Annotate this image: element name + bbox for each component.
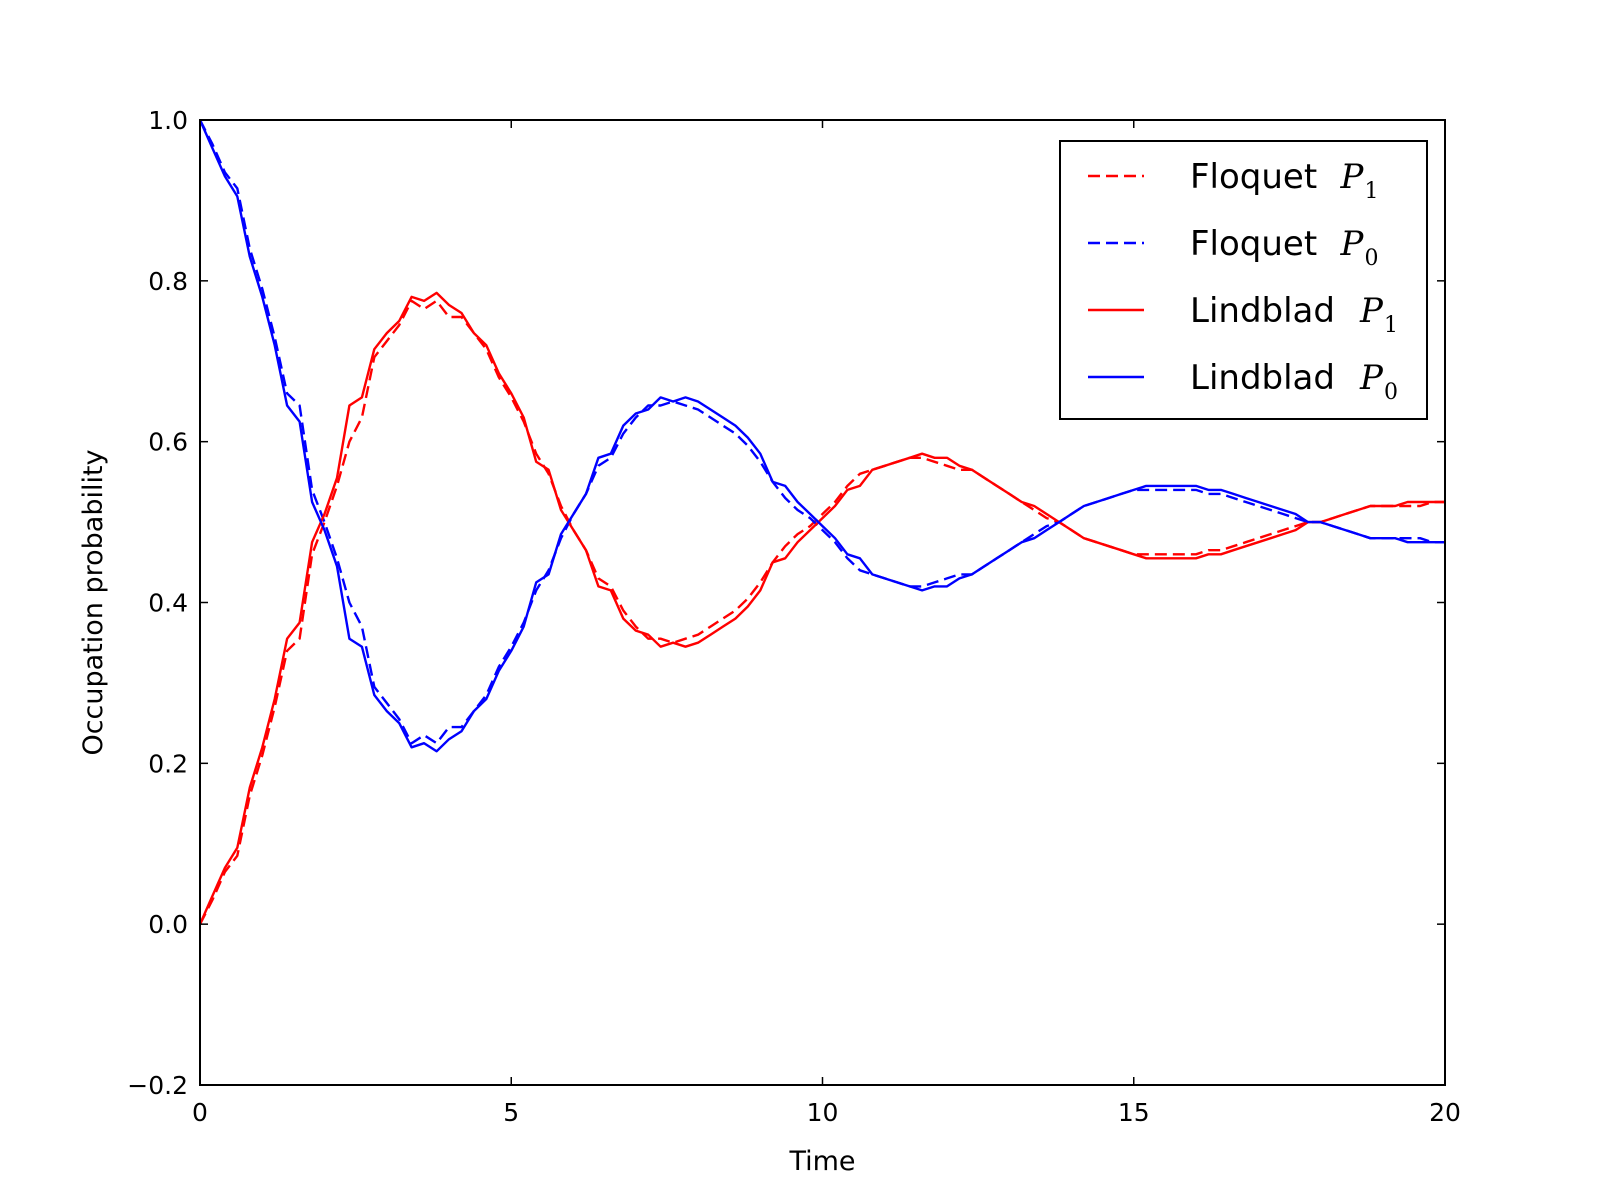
legend-entry-symbol: P	[1340, 157, 1365, 197]
y-tick-label: 0.0	[148, 910, 188, 939]
plot-area	[200, 120, 1445, 925]
y-tick-label: −0.2	[127, 1071, 188, 1100]
legend-entry-subscript: 1	[1384, 313, 1398, 338]
x-tick-label: 0	[192, 1098, 208, 1127]
y-tick-label: 0.2	[148, 749, 188, 778]
x-tick-label: 5	[503, 1098, 519, 1127]
legend-entry-label: Lindblad	[1190, 358, 1335, 398]
y-tick-label: 0.4	[148, 589, 188, 618]
axes: 0 5 10 15 20−0.20.00.20.40.60.81.0	[127, 106, 1461, 1127]
legend-entry-subscript: 1	[1365, 179, 1379, 204]
x-axis-label: Time	[788, 1146, 855, 1177]
legend-box	[1059, 140, 1428, 420]
legend-entry-subscript: 0	[1365, 246, 1379, 271]
legend-entry-symbol: P	[1359, 291, 1384, 331]
series-line-lindblad-p1	[200, 291, 1445, 925]
y-axis-label: Occupation probability	[78, 449, 109, 755]
series-line-floquet-p0	[200, 120, 1445, 745]
x-tick-label: 15	[1118, 1098, 1150, 1127]
y-tick-label: 1.0	[148, 106, 188, 135]
series-line-floquet-p1	[200, 299, 1445, 925]
legend-entry-symbol: P	[1340, 224, 1365, 264]
legend-entry-label: Lindblad	[1190, 291, 1335, 331]
legend-entry-label: Floquet	[1190, 157, 1317, 197]
series-line-lindblad-p0	[200, 120, 1445, 753]
x-tick-label: 10	[807, 1098, 839, 1127]
legend-entry-symbol: P	[1359, 358, 1384, 398]
y-tick-label: 0.6	[148, 428, 188, 457]
x-tick-label: 20	[1429, 1098, 1461, 1127]
legend-entry-subscript: 0	[1384, 380, 1398, 405]
legend-entry-label: Floquet	[1190, 224, 1317, 264]
y-tick-label: 0.8	[148, 267, 188, 296]
